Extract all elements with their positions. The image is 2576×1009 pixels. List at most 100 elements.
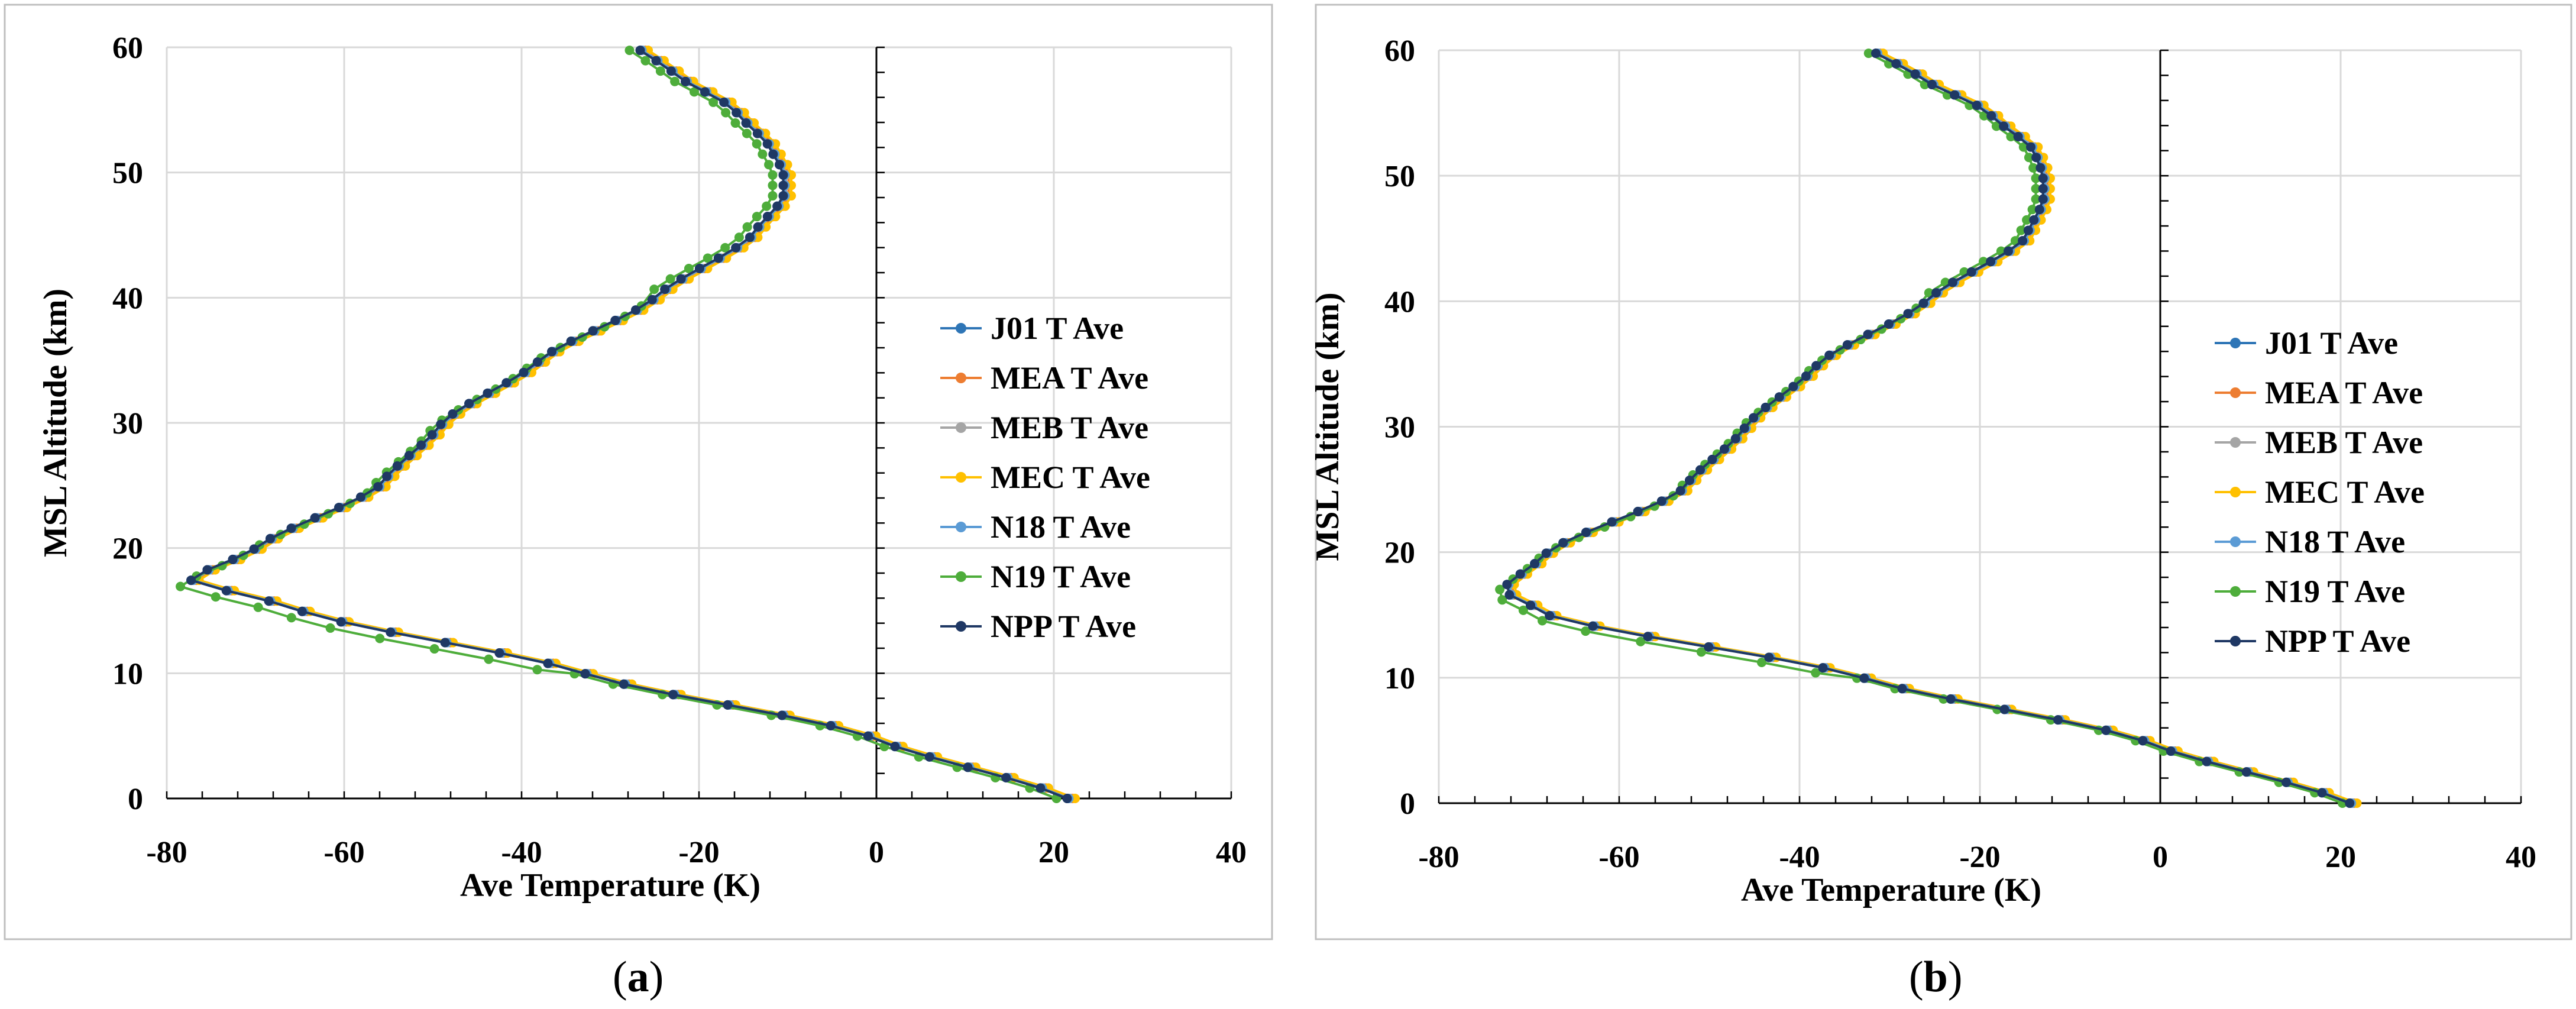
data-point [2202,756,2212,767]
data-point [2281,777,2291,787]
data-point [1871,48,1881,59]
legend-label: MEB T Ave [2265,425,2423,460]
data-point [700,87,710,97]
y-tick-label: 0 [128,782,143,816]
data-point [1001,772,1011,782]
series-line [1513,52,2358,804]
y-tick-label: 60 [1384,34,1415,68]
data-point [1801,371,1811,381]
data-point [753,222,763,232]
data-point [265,533,275,544]
data-point [676,274,686,284]
series-line [177,49,1057,800]
data-point [1842,340,1852,350]
y-tick-label: 30 [1384,411,1415,445]
data-point [777,710,787,720]
data-point [1788,381,1798,392]
x-tick-label: 20 [1038,836,1069,869]
x-tick-label: 0 [869,836,884,869]
data-point [745,232,755,242]
legend-label: MEA T Ave [2265,375,2423,410]
data-point [1607,517,1617,527]
x-tick-label: 0 [2153,840,2168,874]
data-point [610,315,620,325]
data-point [2031,194,2041,204]
data-point [2241,767,2251,777]
chart-layer: -80 -60 -40 -20 0 20 40 0 10 20 30 40 50 60 Ave Temper… [37,31,2536,908]
data-point [742,222,752,232]
data-point [963,762,973,772]
y-axis-title: MSL Altitude (km) [37,289,74,557]
data-point [731,242,741,253]
data-point [2023,225,2033,235]
data-point [670,76,680,86]
data-point [684,264,694,274]
data-point [660,284,670,295]
data-point [1950,90,1960,100]
panel-label-b: (b) [1909,953,1963,1001]
legend-entry: N18 T Ave [2215,524,2405,560]
x-tick-label: -60 [323,836,364,869]
data-point [1924,288,1934,298]
series-n18-t-ave [188,46,1074,803]
data-point [703,253,713,263]
data-point [1636,636,1646,646]
series-meb-t-ave [189,46,1075,803]
data-point [436,419,446,429]
data-point [375,633,385,643]
legend-label: MEC T Ave [2265,474,2425,510]
data-point [668,690,678,700]
data-point [1558,538,1568,548]
data-point [566,336,576,346]
data-point [1999,121,2009,131]
data-point [1633,506,1643,516]
data-point [286,523,296,533]
data-point [924,752,934,762]
data-point [1972,101,1982,111]
data-point [1918,298,1928,308]
data-point [1526,600,1536,610]
data-point [1986,111,1996,121]
data-point [392,461,402,471]
data-point [764,160,774,170]
data-point [689,87,699,97]
legend-marker [956,422,966,433]
data-point [310,513,320,523]
data-point [1991,121,2001,131]
data-point [1757,657,1767,667]
data-point [448,409,458,419]
series-line [1510,52,2355,804]
legend-marker [2230,487,2241,497]
data-point [1730,434,1740,444]
y-tick-label: 30 [112,407,143,441]
data-point [630,305,640,315]
legend-entry: MEB T Ave [940,410,1148,445]
data-point [2038,184,2048,194]
data-point [768,170,778,180]
data-point [1966,267,1976,277]
data-point [2031,184,2041,194]
y-tick-label: 0 [1400,787,1415,821]
legend-label: J01 T Ave [991,311,1124,346]
series-j01-t-ave [186,46,1072,803]
data-point [221,586,231,596]
data-point [640,56,651,66]
data-point [2053,715,2063,725]
data-point [752,212,762,222]
legend-entry: MEB T Ave [2215,425,2423,460]
data-point [1903,309,1913,319]
data-point [1541,548,1551,558]
legend-entry: J01 T Ave [2215,325,2398,361]
data-point [619,679,629,689]
data-point [666,66,676,76]
data-point [355,492,365,502]
data-point [768,191,778,201]
data-point [1515,569,1525,579]
data-point [1897,684,1907,694]
x-tick-label: -20 [678,836,719,869]
data-point [2027,205,2037,215]
data-point [1497,595,1507,605]
legend-label: J01 T Ave [2265,325,2398,361]
data-point [635,46,645,56]
